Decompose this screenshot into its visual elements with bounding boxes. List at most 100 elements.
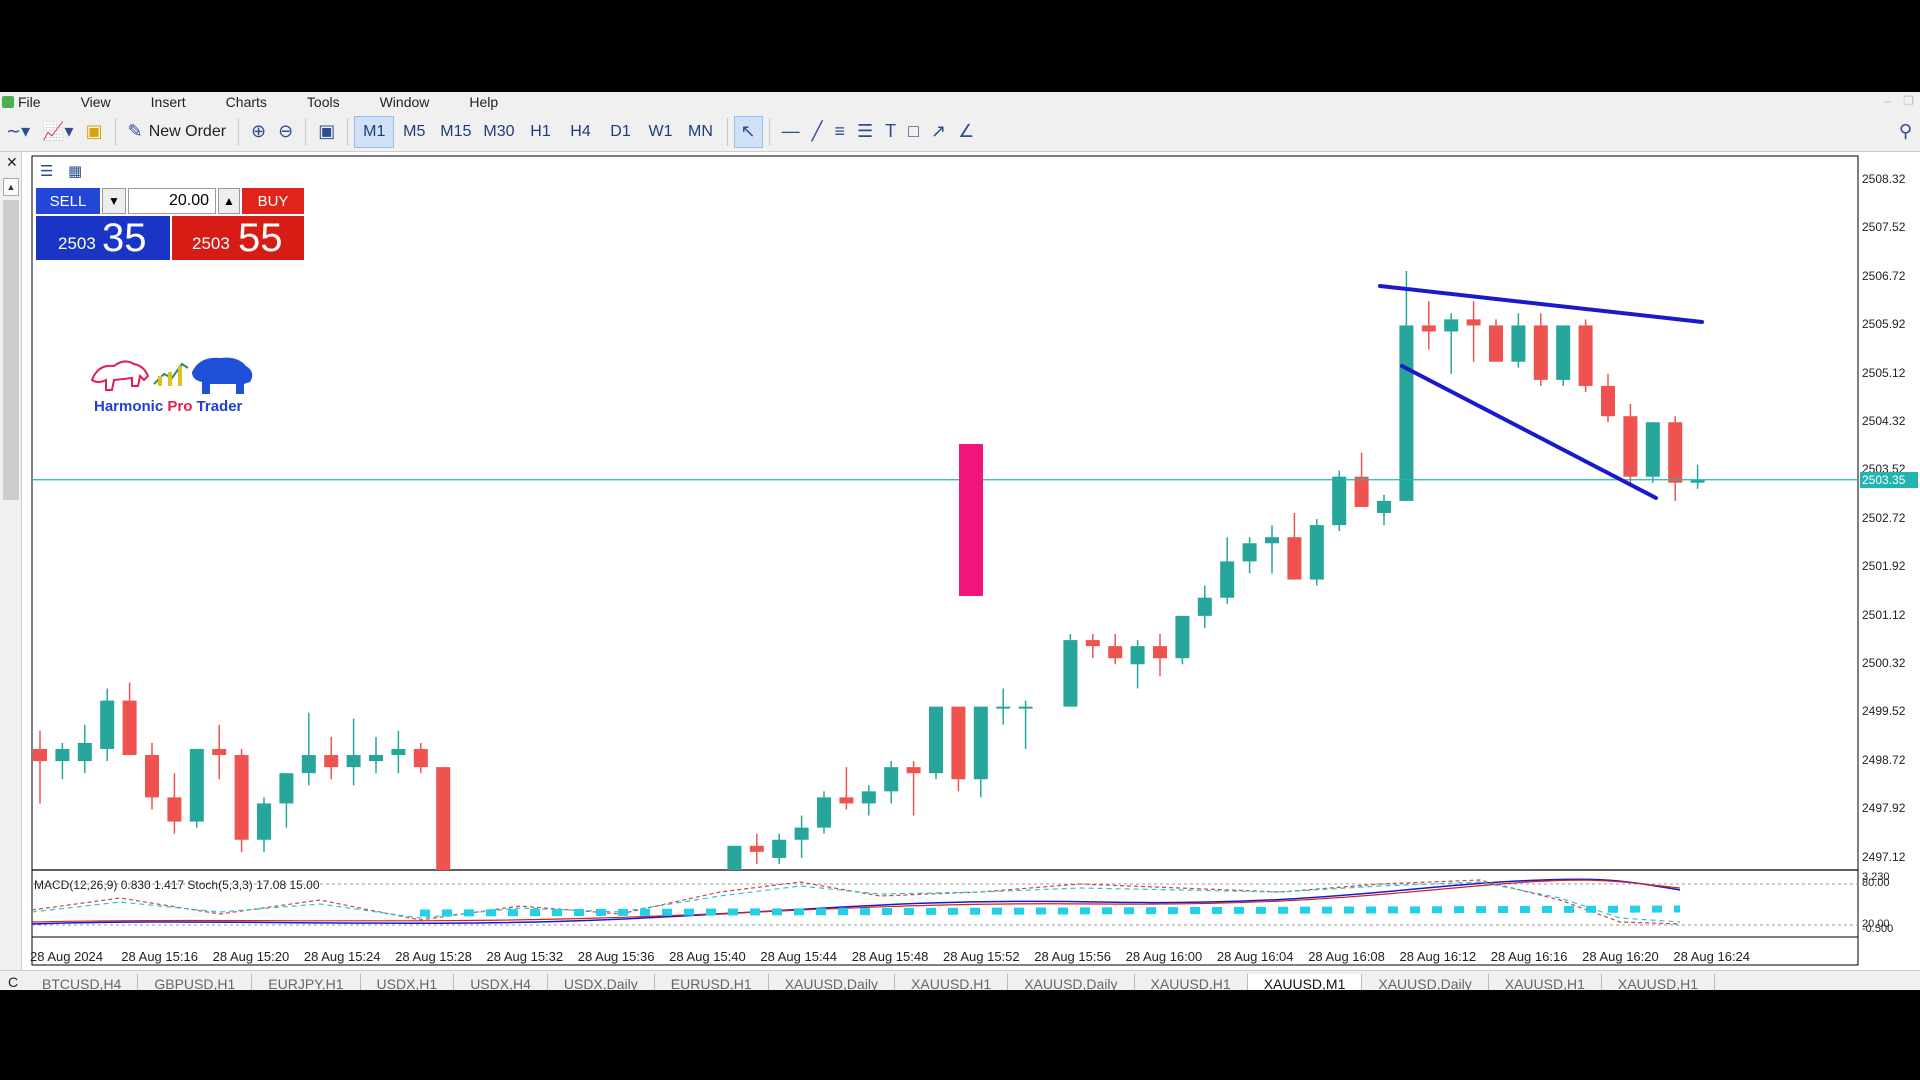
time-tick-label: 28 Aug 15:56 bbox=[1034, 949, 1111, 964]
zoom-in-icon[interactable]: ⊕ bbox=[251, 121, 267, 141]
arrow-tool-icon[interactable]: ↗ bbox=[930, 121, 947, 141]
candle-body bbox=[369, 755, 383, 762]
period-h1[interactable]: H1 bbox=[530, 122, 551, 140]
price-chart[interactable] bbox=[0, 92, 1920, 970]
symbol-tab[interactable]: XAUUSD,Daily bbox=[769, 974, 896, 990]
sell-price[interactable]: 2503 35 bbox=[36, 216, 170, 260]
cursor-icon[interactable]: ↖ bbox=[733, 115, 763, 148]
chart-templates-icon[interactable]: 📈▾ bbox=[42, 121, 74, 141]
highlight-bar bbox=[959, 444, 983, 596]
candle-body bbox=[1287, 537, 1302, 580]
time-tick-label: 28 Aug 16:20 bbox=[1582, 949, 1659, 964]
candle-body bbox=[1399, 325, 1414, 501]
candle-body bbox=[1623, 416, 1638, 477]
period-m30[interactable]: M30 bbox=[483, 122, 515, 140]
symbol-tab[interactable]: XAUUSD,H1 bbox=[1135, 974, 1248, 990]
zoom-out-icon[interactable]: ⊖ bbox=[278, 121, 294, 141]
current-price-label: 2503.35 bbox=[1860, 471, 1918, 488]
price-tick-label: 2507.52 bbox=[1862, 220, 1906, 235]
period-w1[interactable]: W1 bbox=[648, 122, 673, 140]
toolbar-separator bbox=[347, 117, 349, 146]
symbol-tab[interactable]: BTCUSD,H4 bbox=[26, 974, 139, 990]
minimize-icon[interactable]: – bbox=[1884, 94, 1892, 108]
sell-button[interactable]: SELL bbox=[36, 188, 100, 214]
toolbar-separator bbox=[768, 117, 770, 146]
candle-body bbox=[794, 827, 809, 840]
candle-body bbox=[1220, 561, 1235, 598]
candle-body bbox=[929, 706, 943, 774]
new-order-icon: ✎ bbox=[127, 121, 143, 141]
lot-increase-button[interactable]: ▲ bbox=[218, 188, 240, 214]
symbol-tab[interactable]: USDX,Daily bbox=[548, 974, 655, 990]
symbol-tab[interactable]: XAUUSD,M1 bbox=[1247, 974, 1363, 990]
candle-body bbox=[1309, 525, 1324, 580]
symbol-tab[interactable]: XAUUSD,H1 bbox=[895, 974, 1009, 990]
shapes-icon[interactable]: ∠ bbox=[958, 121, 975, 141]
period-mn[interactable]: MN bbox=[688, 122, 713, 140]
scrollbar-thumb[interactable] bbox=[3, 200, 19, 500]
line-chart-icon[interactable]: ∼▾ bbox=[6, 121, 31, 141]
candle-body bbox=[996, 706, 1011, 709]
autotrading-icon[interactable]: ▣ bbox=[85, 121, 103, 141]
horizontal-line-icon[interactable]: — bbox=[781, 121, 800, 141]
candle-body bbox=[1444, 319, 1459, 332]
buy-price[interactable]: 2503 55 bbox=[172, 216, 304, 260]
menu-insert[interactable]: Insert bbox=[150, 94, 186, 110]
fibonacci-icon[interactable]: ☰ bbox=[856, 121, 874, 141]
symbol-tab[interactable]: GBPUSD,H1 bbox=[138, 974, 253, 990]
close-icon[interactable]: ✕ bbox=[6, 154, 18, 170]
period-m15[interactable]: M15 bbox=[440, 122, 472, 140]
symbol-tab[interactable]: USDX,H1 bbox=[361, 974, 455, 990]
indicator-tick-label: 80.00 bbox=[1862, 877, 1890, 889]
menu-window[interactable]: Window bbox=[379, 94, 430, 110]
new-order-button[interactable]: ✎ New Order bbox=[122, 116, 232, 148]
time-tick-label: 28 Aug 16:12 bbox=[1399, 949, 1477, 964]
search-icon[interactable]: ⚲ bbox=[1898, 121, 1912, 141]
buy-button[interactable]: BUY bbox=[242, 188, 304, 214]
symbol-tab[interactable]: EURUSD,H1 bbox=[655, 974, 769, 990]
menu-file[interactable]: File bbox=[18, 94, 41, 110]
symbol-tab[interactable]: EURJPY,H1 bbox=[252, 974, 361, 990]
menu-charts[interactable]: Charts bbox=[225, 94, 267, 110]
menu-tools[interactable]: Tools bbox=[306, 94, 340, 110]
lower-trendline[interactable] bbox=[1400, 364, 1658, 500]
symbol-tab[interactable]: XAUUSD,Daily bbox=[1362, 974, 1489, 990]
candle-body bbox=[861, 791, 876, 804]
channel-icon[interactable]: ≡ bbox=[834, 121, 845, 141]
period-m5[interactable]: M5 bbox=[403, 122, 426, 140]
symbol-tab[interactable]: XAUUSD,H1 bbox=[1602, 974, 1716, 990]
chart-properties-icon[interactable]: ▦ bbox=[68, 163, 83, 180]
period-m1[interactable]: M1 bbox=[354, 115, 395, 148]
indicator-lines bbox=[31, 878, 1858, 926]
symbol-tab[interactable]: USDX,H4 bbox=[454, 974, 548, 990]
text-label-icon[interactable]: □ bbox=[908, 121, 919, 141]
text-icon[interactable]: T bbox=[885, 121, 897, 141]
menu-help[interactable]: Help bbox=[469, 94, 499, 110]
trendline-icon[interactable]: ╱ bbox=[811, 121, 823, 141]
indicator-tick-label: -0.500 bbox=[1862, 923, 1894, 935]
chart-list-icon[interactable]: ☰ bbox=[40, 163, 54, 180]
symbol-tab[interactable]: XAUUSD,Daily bbox=[1008, 974, 1135, 990]
candle-body bbox=[884, 767, 899, 792]
sell-price-big: 35 bbox=[102, 216, 147, 260]
indicator-label: MACD(12,26,9) 0.830 1.417 Stoch(5,3,3) 1… bbox=[34, 878, 320, 892]
restore-icon[interactable]: ❐ bbox=[1903, 94, 1914, 108]
lot-size-input[interactable]: 20.00 bbox=[128, 188, 216, 214]
time-tick-label: 28 Aug 15:32 bbox=[486, 949, 564, 964]
period-h4[interactable]: H4 bbox=[570, 122, 591, 140]
lot-decrease-button[interactable]: ▼ bbox=[102, 188, 126, 214]
symbol-tab[interactable]: XAUUSD,H1 bbox=[1489, 974, 1602, 990]
price-tick-label: 2501.12 bbox=[1862, 607, 1906, 622]
period-d1[interactable]: D1 bbox=[610, 122, 631, 140]
candle-body bbox=[33, 748, 47, 762]
scroll-up-button[interactable]: ▲ bbox=[3, 178, 19, 196]
candle-body bbox=[212, 748, 227, 756]
upper-trendline[interactable] bbox=[1378, 284, 1704, 324]
app-icon bbox=[2, 96, 14, 108]
candle-body bbox=[749, 845, 764, 852]
candle-body bbox=[1668, 422, 1683, 483]
logo-word-harmonic: Harmonic bbox=[94, 398, 168, 415]
price-tick-label: 2497.92 bbox=[1862, 801, 1906, 816]
screenshot-icon[interactable]: ▣ bbox=[318, 121, 336, 141]
menu-view[interactable]: View bbox=[80, 94, 111, 110]
